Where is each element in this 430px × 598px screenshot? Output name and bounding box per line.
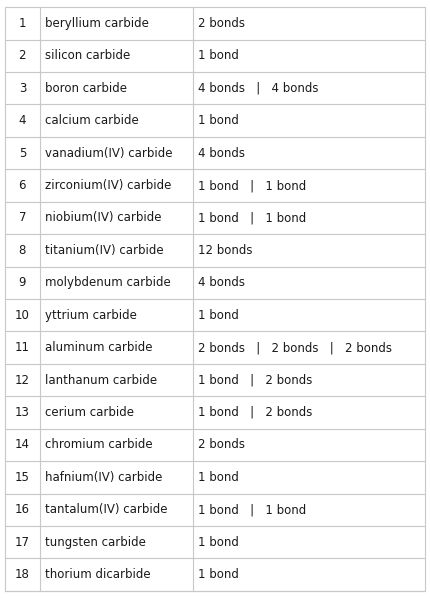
Text: 12 bonds: 12 bonds [198, 244, 252, 257]
Text: 4 bonds   |   4 bonds: 4 bonds | 4 bonds [198, 82, 319, 94]
Text: thorium dicarbide: thorium dicarbide [45, 568, 150, 581]
Text: 1 bond: 1 bond [198, 49, 239, 62]
Text: 11: 11 [15, 341, 30, 354]
Text: hafnium(IV) carbide: hafnium(IV) carbide [45, 471, 162, 484]
Text: 6: 6 [18, 179, 26, 192]
Text: chromium carbide: chromium carbide [45, 438, 152, 451]
Text: 2 bonds: 2 bonds [198, 17, 245, 30]
Text: 16: 16 [15, 504, 30, 516]
Text: 1 bond   |   1 bond: 1 bond | 1 bond [198, 504, 306, 516]
Text: 1: 1 [18, 17, 26, 30]
Text: 7: 7 [18, 212, 26, 224]
Text: 12: 12 [15, 374, 30, 386]
Text: 15: 15 [15, 471, 30, 484]
Text: titanium(IV) carbide: titanium(IV) carbide [45, 244, 163, 257]
Text: 17: 17 [15, 536, 30, 549]
Text: 1 bond   |   1 bond: 1 bond | 1 bond [198, 212, 306, 224]
Text: 1 bond: 1 bond [198, 536, 239, 549]
Text: yttrium carbide: yttrium carbide [45, 309, 137, 322]
Text: 1 bond: 1 bond [198, 114, 239, 127]
Text: 14: 14 [15, 438, 30, 451]
Text: tungsten carbide: tungsten carbide [45, 536, 146, 549]
Text: niobium(IV) carbide: niobium(IV) carbide [45, 212, 161, 224]
Text: 9: 9 [18, 276, 26, 289]
Text: 3: 3 [18, 82, 26, 94]
Text: zirconium(IV) carbide: zirconium(IV) carbide [45, 179, 171, 192]
Text: 5: 5 [18, 147, 26, 160]
Text: 1 bond: 1 bond [198, 309, 239, 322]
Text: 4: 4 [18, 114, 26, 127]
Text: boron carbide: boron carbide [45, 82, 127, 94]
Text: 1 bond   |   1 bond: 1 bond | 1 bond [198, 179, 306, 192]
Text: 4 bonds: 4 bonds [198, 147, 245, 160]
Text: tantalum(IV) carbide: tantalum(IV) carbide [45, 504, 167, 516]
Text: calcium carbide: calcium carbide [45, 114, 138, 127]
Text: 10: 10 [15, 309, 30, 322]
Text: beryllium carbide: beryllium carbide [45, 17, 149, 30]
Text: 1 bond   |   2 bonds: 1 bond | 2 bonds [198, 406, 312, 419]
Text: vanadium(IV) carbide: vanadium(IV) carbide [45, 147, 172, 160]
Text: 2: 2 [18, 49, 26, 62]
Text: 8: 8 [18, 244, 26, 257]
Text: aluminum carbide: aluminum carbide [45, 341, 152, 354]
Text: cerium carbide: cerium carbide [45, 406, 134, 419]
Text: 2 bonds   |   2 bonds   |   2 bonds: 2 bonds | 2 bonds | 2 bonds [198, 341, 392, 354]
Text: molybdenum carbide: molybdenum carbide [45, 276, 170, 289]
Text: 4 bonds: 4 bonds [198, 276, 245, 289]
Text: silicon carbide: silicon carbide [45, 49, 130, 62]
Text: 1 bond   |   2 bonds: 1 bond | 2 bonds [198, 374, 312, 386]
Text: 13: 13 [15, 406, 30, 419]
Text: lanthanum carbide: lanthanum carbide [45, 374, 157, 386]
Text: 1 bond: 1 bond [198, 568, 239, 581]
Text: 18: 18 [15, 568, 30, 581]
Text: 2 bonds: 2 bonds [198, 438, 245, 451]
Text: 1 bond: 1 bond [198, 471, 239, 484]
